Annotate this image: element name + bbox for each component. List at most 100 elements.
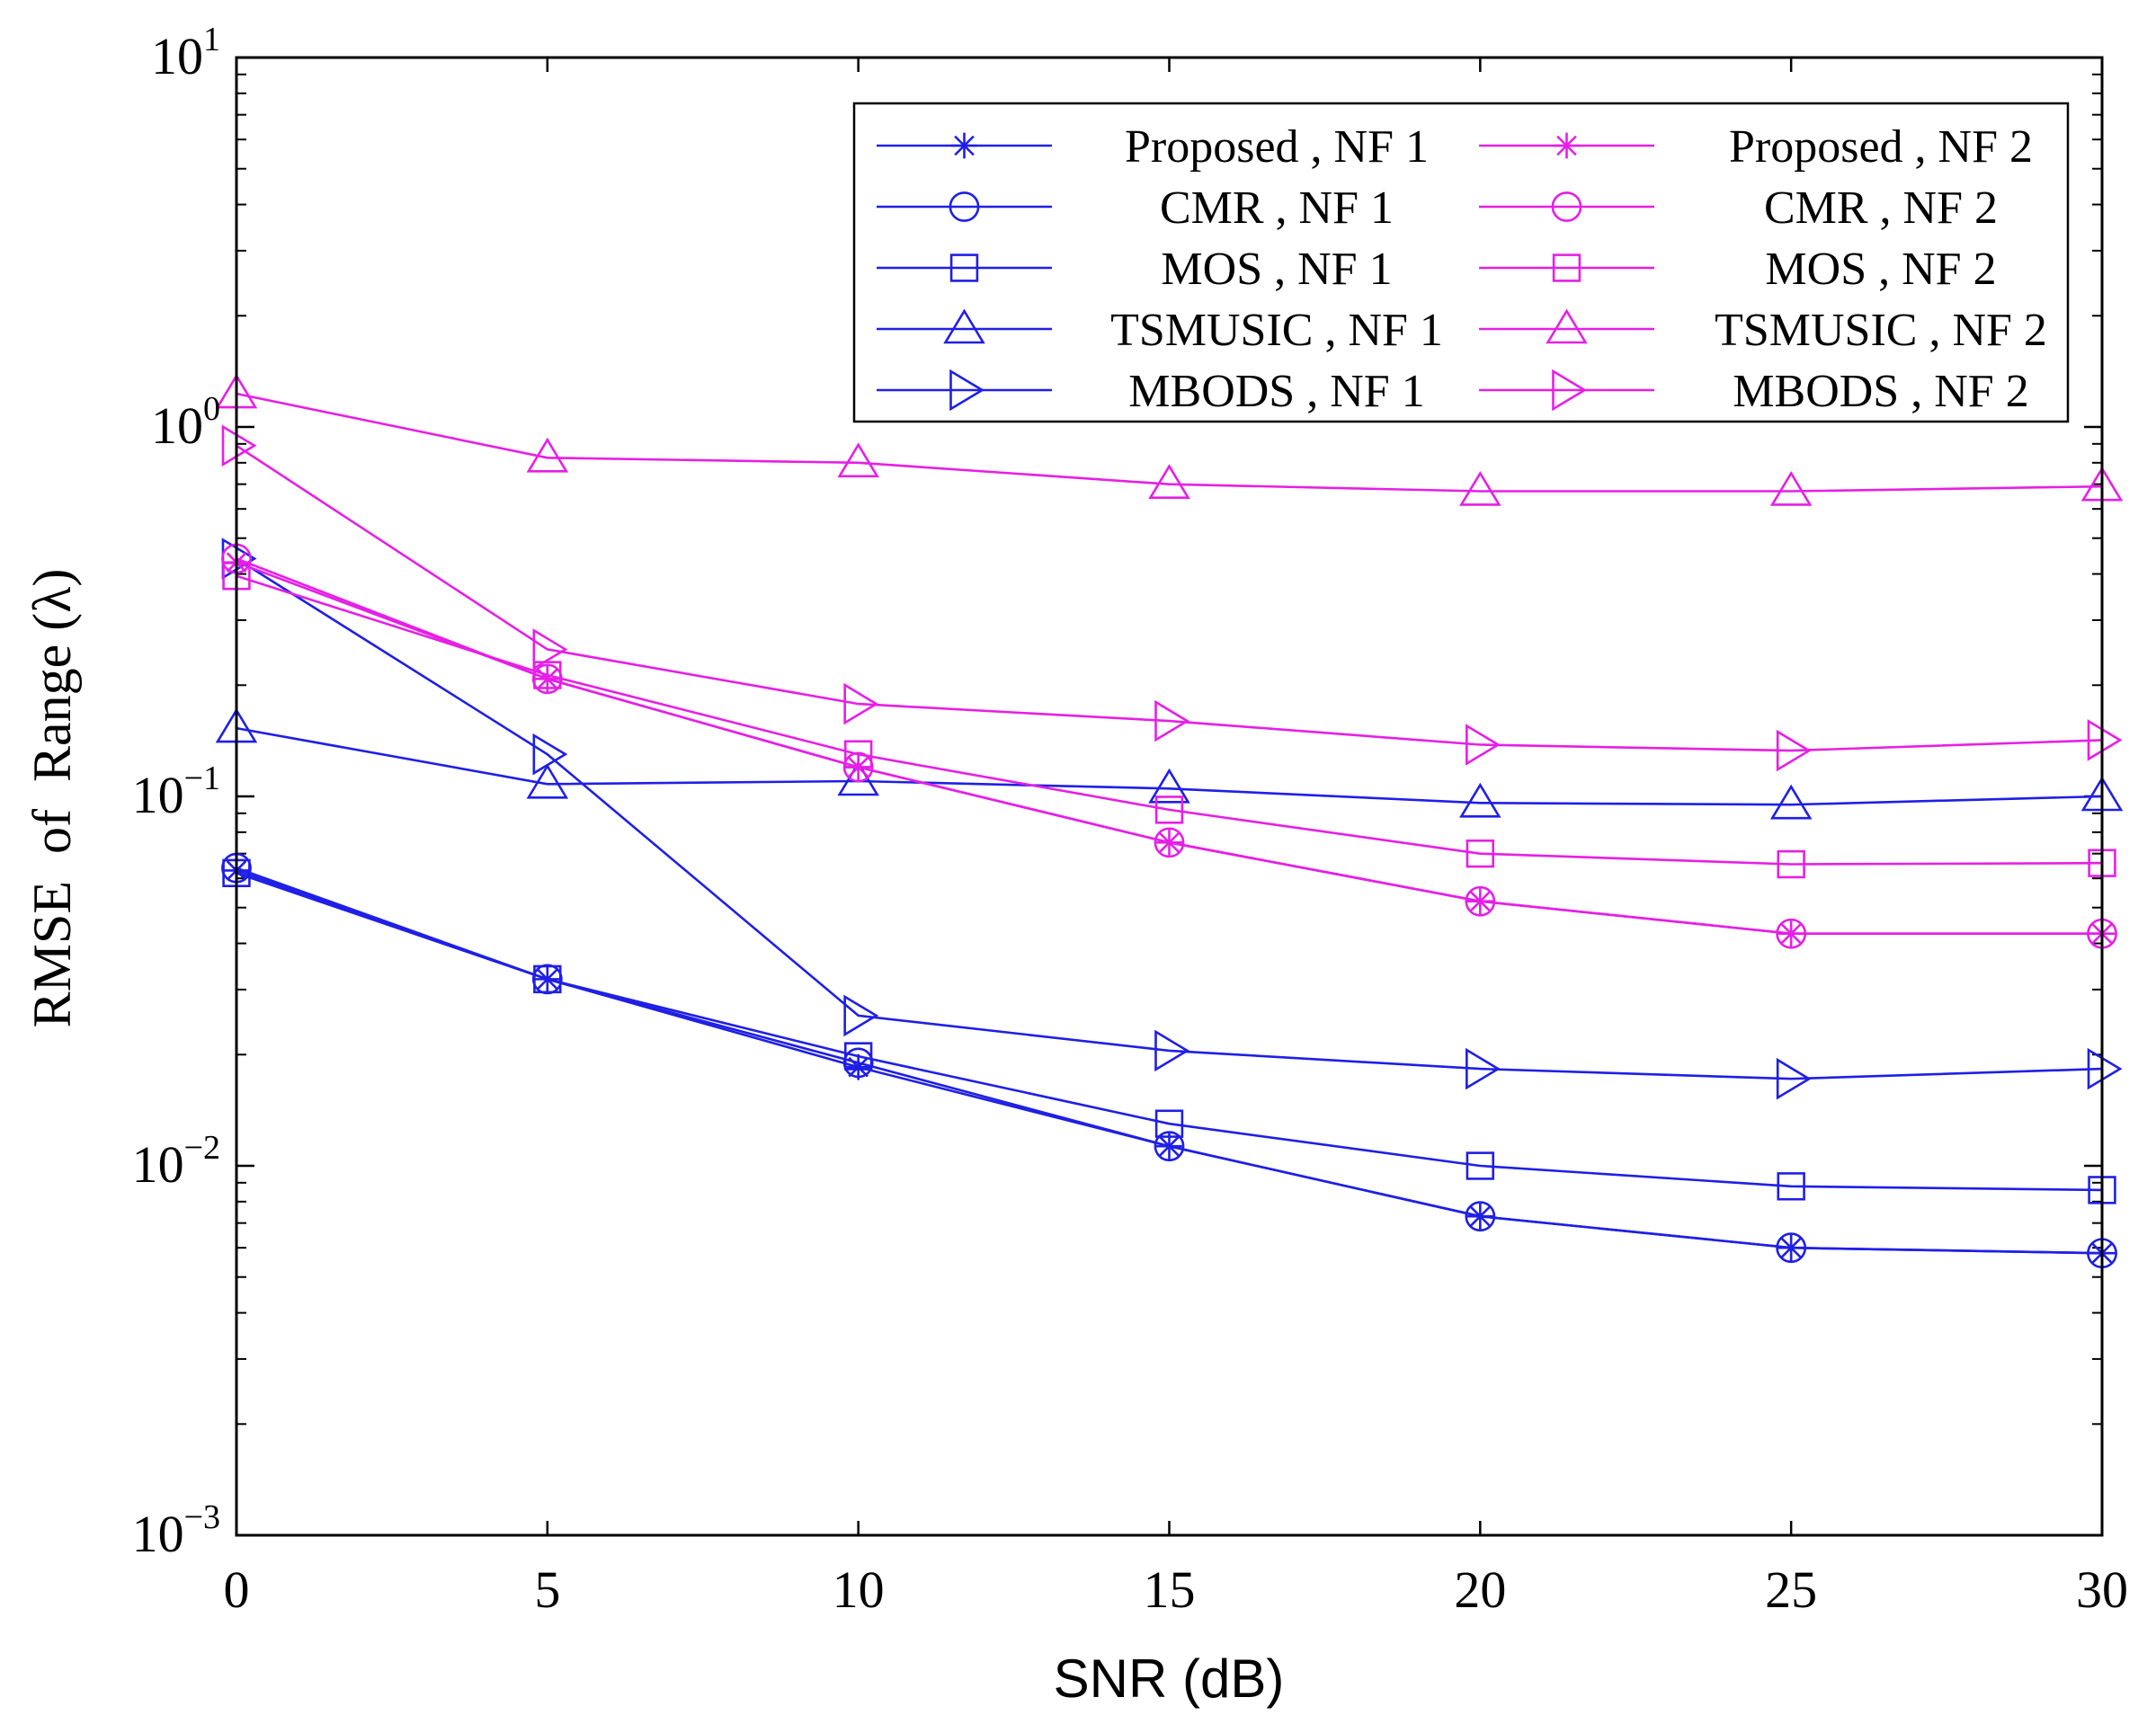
marker-triangle-up xyxy=(526,437,569,473)
x-tick-label: 15 xyxy=(1144,1560,1196,1619)
marker-triangle-right xyxy=(532,628,568,671)
legend-label: MOS , NF 2 xyxy=(1765,244,1996,295)
marker-triangle-up xyxy=(1148,768,1190,804)
series-mbods-nf-2 xyxy=(221,424,2123,772)
marker-circle xyxy=(1154,1131,1185,1162)
marker-square xyxy=(1466,839,1495,868)
marker-square xyxy=(1154,1109,1184,1138)
marker-triangle-right xyxy=(1466,1047,1501,1090)
marker-triangle-right xyxy=(2087,719,2123,761)
series-line xyxy=(236,726,2103,806)
marker-circle xyxy=(1154,827,1185,858)
marker-square xyxy=(533,964,562,994)
marker-circle xyxy=(1776,1232,1807,1264)
marker-square xyxy=(533,661,562,689)
legend-box xyxy=(852,102,2070,423)
series-line xyxy=(236,872,2103,1192)
marker-asterisk xyxy=(845,1053,872,1080)
series-line xyxy=(236,574,2103,866)
marker-asterisk xyxy=(1554,132,1580,159)
marker-circle xyxy=(1551,191,1582,222)
x-axis-label: SNR (dB) xyxy=(1054,1649,1285,1709)
x-tick-label: 10 xyxy=(833,1560,885,1619)
marker-triangle-up xyxy=(943,308,985,344)
marker-circle xyxy=(949,191,980,222)
marker-triangle-up xyxy=(1769,784,1813,820)
series-line xyxy=(236,557,2102,935)
legend-entry: CMR , NF 1 xyxy=(877,182,1394,234)
x-tick-label: 20 xyxy=(1454,1560,1506,1619)
y-tick-label: 10−2 xyxy=(132,1129,220,1194)
marker-triangle-right xyxy=(843,994,879,1037)
legend-label: TSMUSIC , NF 2 xyxy=(1715,305,2047,356)
series-line xyxy=(236,557,2103,1080)
marker-triangle-right xyxy=(532,733,568,776)
x-tick-label: 0 xyxy=(224,1560,250,1619)
tick-labels: 0 5 10 15 20 25 30 10−3 10−2 10−1 100 101 xyxy=(132,21,2128,1619)
legend-entry: MOS , NF 1 xyxy=(877,244,1393,295)
tick-marks xyxy=(235,56,2104,1537)
marker-square xyxy=(1777,1172,1805,1201)
y-tick-label: 100 xyxy=(151,390,220,455)
marker-triangle-up xyxy=(837,442,879,478)
marker-circle xyxy=(1465,1201,1496,1232)
legend-label: CMR , NF 1 xyxy=(1160,182,1394,234)
marker-square xyxy=(1777,849,1805,879)
marker-triangle-up xyxy=(1769,470,1813,506)
series-line xyxy=(236,392,2103,493)
legend-label: TSMUSIC , NF 1 xyxy=(1110,305,1443,356)
marker-triangle-right xyxy=(1776,1057,1812,1100)
marker-square xyxy=(1154,795,1184,824)
marker-triangle-right xyxy=(1552,369,1588,412)
series-tsmusic-nf-2 xyxy=(215,373,2124,506)
legend-label: MBODS , NF 1 xyxy=(1128,366,1424,417)
y-axis-label: RMSE of Range (λ) xyxy=(22,569,82,1028)
legend-label: MBODS , NF 2 xyxy=(1733,366,2028,417)
legend-label: MOS , NF 1 xyxy=(1161,244,1392,295)
marker-triangle-up xyxy=(1459,470,1501,506)
legend-label: Proposed , NF 1 xyxy=(1125,121,1429,173)
legend-entry: TSMUSIC , NF 2 xyxy=(1479,305,2047,356)
marker-triangle-up xyxy=(1459,782,1501,818)
y-tick-label: 101 xyxy=(151,21,220,85)
legend-label: Proposed , NF 2 xyxy=(1729,121,2033,173)
series-line xyxy=(236,444,2103,752)
marker-triangle-up xyxy=(1148,464,1190,499)
x-tick-label: 25 xyxy=(1765,1560,1817,1619)
plot-area-frame xyxy=(235,56,2104,1537)
marker-triangle-right xyxy=(1776,729,1812,772)
marker-square xyxy=(1552,253,1581,282)
axes-box xyxy=(235,56,2104,1537)
marker-triangle-right xyxy=(1154,1029,1190,1072)
x-tick-label: 5 xyxy=(534,1560,560,1619)
legend-entry: TSMUSIC , NF 1 xyxy=(877,305,1443,356)
legend-entry: MBODS , NF 2 xyxy=(1479,366,2029,417)
marker-circle xyxy=(1776,918,1807,949)
marker-square xyxy=(843,1042,873,1071)
marker-circle xyxy=(1465,885,1496,917)
legend: Proposed , NF 1 CMR , NF 1 MOS , NF 1 TSMUS… xyxy=(852,102,2070,423)
marker-triangle-right xyxy=(843,682,879,725)
marker-square xyxy=(949,253,979,282)
marker-square xyxy=(1466,1151,1495,1180)
y-tick-label: 10−3 xyxy=(132,1498,220,1563)
marker-triangle-right xyxy=(221,424,257,467)
legend-entry: Proposed , NF 2 xyxy=(1479,121,2033,173)
marker-asterisk xyxy=(951,132,977,159)
marker-triangle-right xyxy=(1154,699,1190,742)
legend-entry: CMR , NF 2 xyxy=(1479,182,1998,234)
data-series xyxy=(215,373,2124,1269)
marker-square xyxy=(843,740,873,769)
marker-triangle-right xyxy=(2087,1047,2123,1090)
marker-triangle-right xyxy=(1466,724,1501,766)
legend-label: CMR , NF 2 xyxy=(1764,182,1998,234)
legend-entry: MBODS , NF 1 xyxy=(877,366,1425,417)
x-tick-label: 30 xyxy=(2076,1560,2128,1619)
y-tick-label: 10−1 xyxy=(132,760,220,824)
legend-entry: MOS , NF 2 xyxy=(1479,244,1997,295)
marker-triangle-up xyxy=(526,763,569,799)
marker-triangle-up xyxy=(1546,308,1588,344)
marker-triangle-right xyxy=(949,369,985,412)
